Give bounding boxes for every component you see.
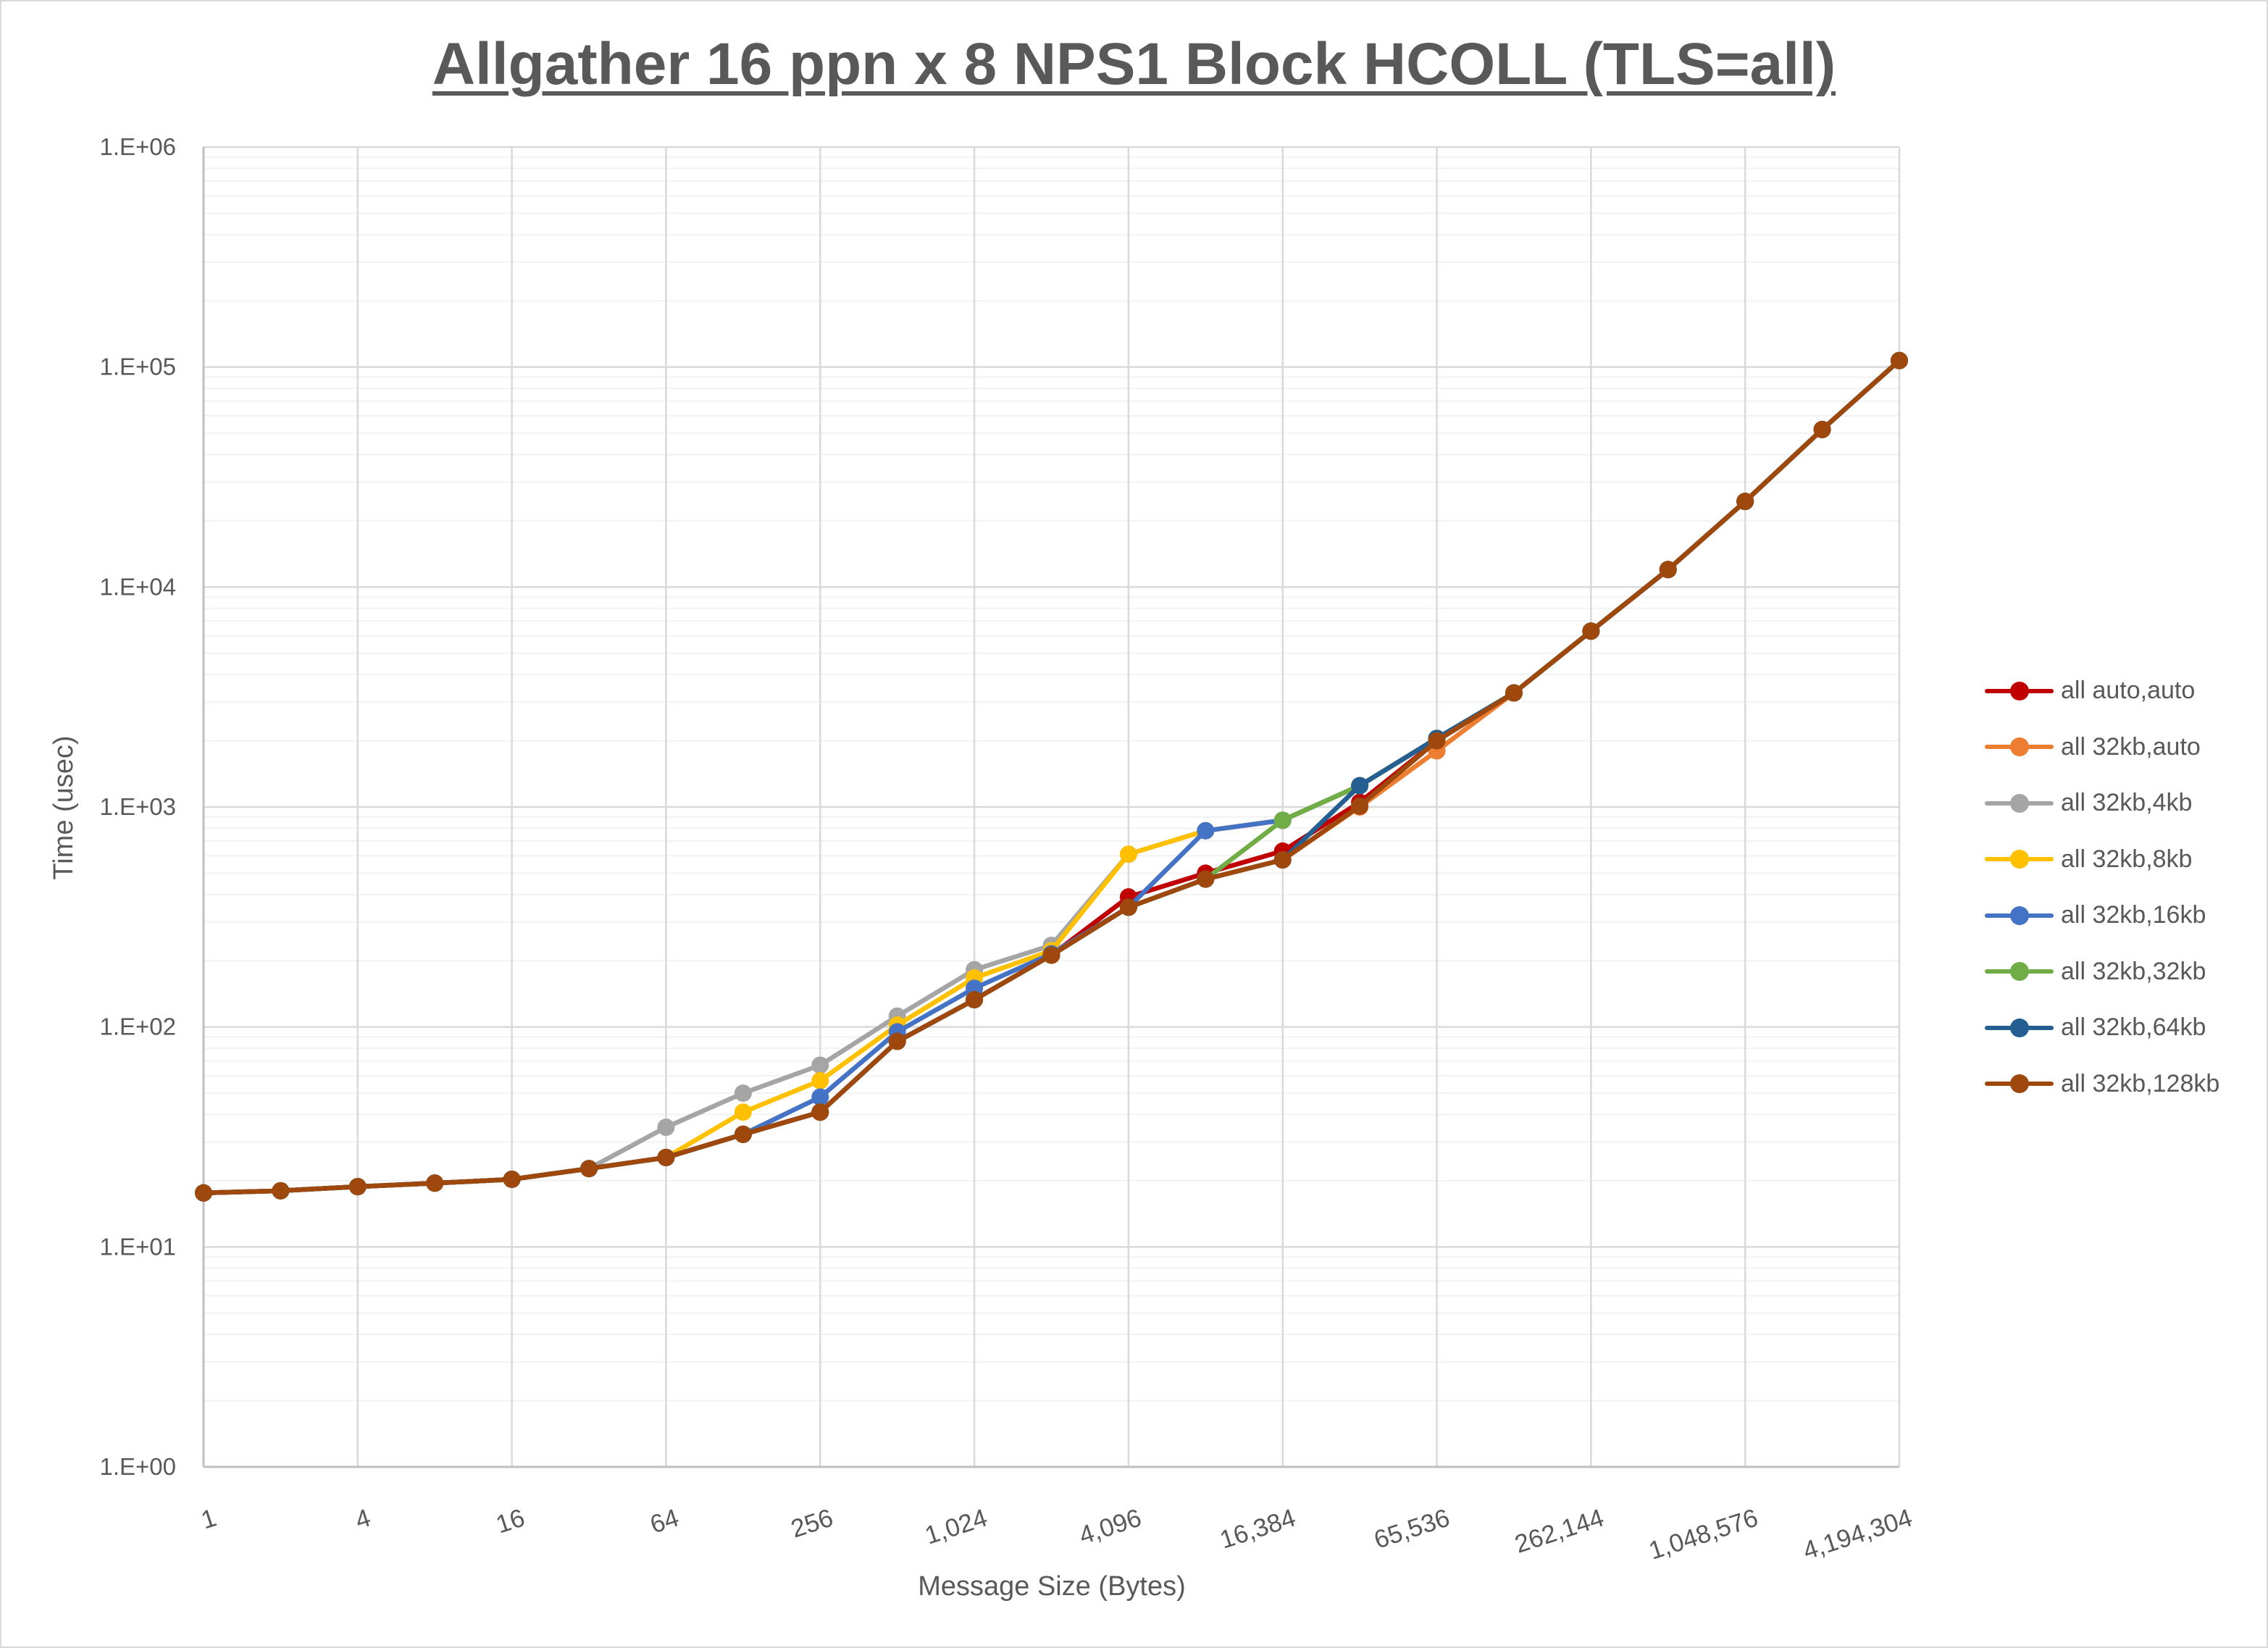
legend-item[interactable]: all 32kb,128kb [1985, 1056, 2219, 1113]
data-point-marker [1119, 845, 1137, 863]
x-tick-label: 256 [787, 1504, 837, 1544]
legend-item[interactable]: all 32kb,32kb [1985, 944, 2219, 1000]
data-point-marker [811, 1103, 829, 1121]
data-point-marker [1042, 946, 1060, 964]
line-marker-icon [1985, 848, 2054, 870]
data-point-marker [272, 1181, 290, 1200]
data-point-marker [811, 1071, 829, 1089]
data-point-marker [580, 1160, 598, 1178]
y-tick-label: 1.E+00 [99, 1453, 176, 1480]
data-point-marker [1273, 811, 1292, 829]
series-line [195, 351, 1908, 1202]
data-point-marker [734, 1084, 752, 1103]
series-line [195, 351, 1908, 1202]
x-tick-label: 16,384 [1216, 1504, 1299, 1555]
legend-item[interactable]: all 32kb,64kb [1985, 1000, 2219, 1056]
y-tick-label: 1.E+06 [99, 133, 176, 160]
legend-item[interactable]: all 32kb,4kb [1985, 775, 2219, 832]
data-point-marker [1119, 898, 1137, 916]
data-point-marker [734, 1125, 752, 1143]
x-tick-label: 262,144 [1511, 1504, 1607, 1559]
series-line [195, 351, 1908, 1202]
y-tick-label: 1.E+05 [99, 354, 176, 380]
data-point-marker [1505, 684, 1523, 702]
y-tick-label: 1.E+01 [99, 1233, 176, 1260]
y-tick-label: 1.E+03 [99, 793, 176, 820]
series-line [195, 351, 1908, 1202]
y-axis-title: Time (usec) [49, 735, 79, 879]
series-line [195, 351, 1908, 1202]
data-point-marker [1273, 850, 1292, 869]
line-marker-icon [1985, 1073, 2054, 1095]
data-point-marker [1736, 493, 1754, 511]
data-point-marker [1351, 777, 1369, 795]
series-line [195, 351, 1908, 1202]
data-point-marker [1813, 420, 1831, 438]
x-axis-ticks: 1 4 16 64 256 1,024 4,096 16,384 65,536 262,144 1,… [198, 1504, 1916, 1565]
line-marker-icon [1985, 961, 2054, 982]
data-point-marker [1891, 351, 1908, 369]
line-marker-icon [1985, 905, 2054, 927]
data-point-marker [1659, 561, 1677, 579]
data-point-marker [657, 1148, 675, 1166]
x-tick-label: 1,024 [921, 1504, 990, 1550]
x-tick-label: 64 [647, 1504, 682, 1539]
y-axis-ticks: 1.E+00 1.E+01 1.E+02 1.E+03 1.E+04 1.E+05 1.E+… [99, 133, 176, 1480]
data-point-marker [1197, 870, 1215, 888]
data-point-marker [888, 1032, 906, 1050]
line-marker-icon [1985, 792, 2054, 814]
line-marker-icon [1985, 736, 2054, 758]
chart-title: Allgather 16 ppn x 8 NPS1 Block HCOLL (T… [432, 31, 1836, 97]
x-tick-label: 4 [352, 1504, 374, 1535]
legend-item[interactable]: all 32kb,16kb [1985, 887, 2219, 944]
data-point-marker [1428, 732, 1446, 750]
data-point-marker [811, 1056, 829, 1074]
data-point-marker [1197, 821, 1215, 840]
x-tick-label: 16 [493, 1504, 528, 1539]
y-tick-label: 1.E+04 [99, 573, 176, 600]
data-point-marker [811, 1088, 829, 1106]
legend: all auto,auto all 32kb,auto all 32kb,4kb… [1985, 663, 2219, 1112]
data-series [195, 351, 1908, 1202]
series-line [195, 351, 1908, 1202]
axes [202, 147, 1899, 1468]
data-point-marker [1582, 622, 1600, 640]
data-point-marker [195, 1184, 212, 1202]
y-tick-label: 1.E+02 [99, 1013, 176, 1040]
data-point-marker [1351, 797, 1369, 815]
data-point-marker [503, 1170, 521, 1188]
data-point-marker [657, 1118, 675, 1137]
x-tick-label: 4,096 [1076, 1504, 1145, 1550]
line-marker-icon [1985, 1017, 2054, 1039]
x-tick-label: 65,536 [1371, 1504, 1453, 1555]
x-tick-label: 4,194,304 [1799, 1504, 1915, 1565]
legend-item[interactable]: all auto,auto [1985, 663, 2219, 719]
legend-item[interactable]: all 32kb,8kb [1985, 832, 2219, 888]
data-point-marker [426, 1174, 444, 1192]
data-point-marker [348, 1178, 367, 1196]
line-marker-icon [1985, 680, 2054, 702]
data-point-marker [734, 1103, 752, 1121]
legend-item[interactable]: all 32kb,auto [1985, 719, 2219, 776]
x-tick-label: 1,048,576 [1646, 1504, 1762, 1565]
x-tick-label: 1 [198, 1504, 220, 1535]
minor-gridlines [204, 156, 1899, 1402]
series-line [195, 351, 1908, 1202]
x-axis-title: Message Size (Bytes) [918, 1571, 1186, 1602]
data-point-marker [966, 991, 984, 1009]
